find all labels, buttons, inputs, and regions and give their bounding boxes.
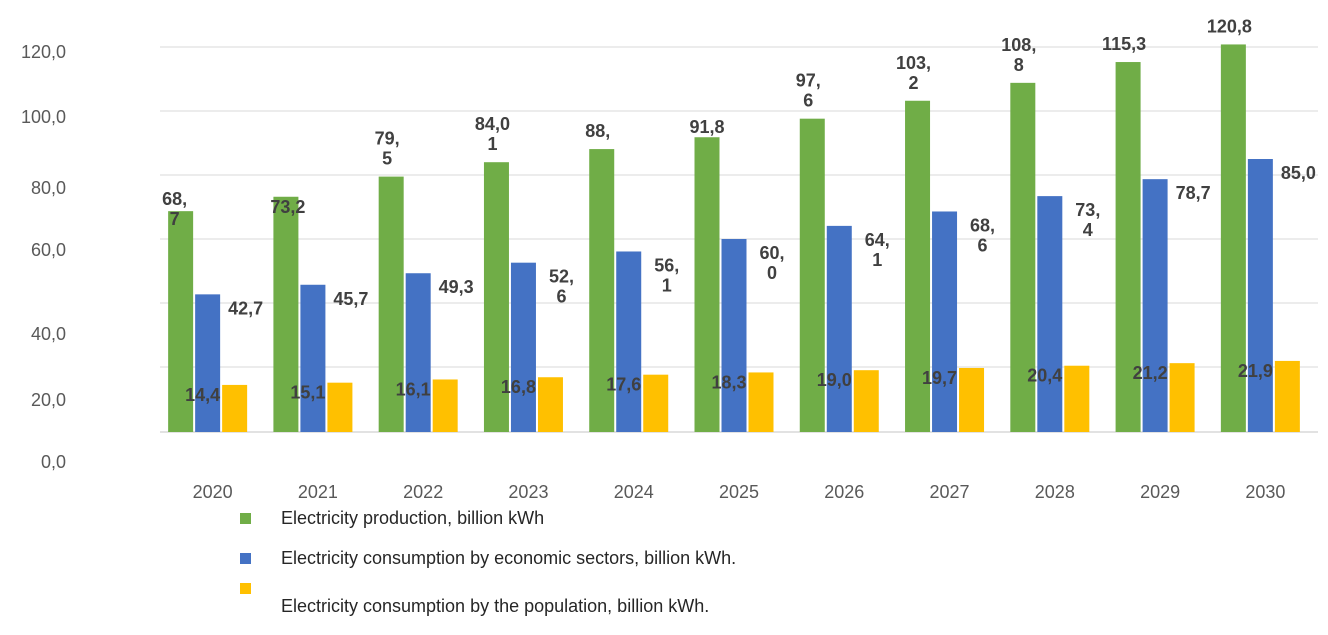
bar-population — [1064, 365, 1090, 432]
legend-label-economic-sectors: Electricity consumption by economic sect… — [281, 548, 737, 568]
x-axis-ticks: 2020 2021 2022 2023 2024 2025 2026 2027 2028 2029… — [193, 482, 1286, 500]
data-label: 73, 4 — [1075, 200, 1100, 240]
bar-economic-sectors — [721, 239, 747, 432]
bar-population — [432, 379, 458, 432]
bars — [168, 44, 1300, 433]
y-tick-label: 20,0 — [31, 390, 66, 410]
bar-economic-sectors — [826, 225, 852, 432]
bar-chart: 0,0 20,0 40,0 60,0 80,0 100,0 120,0 68, 7 42,7 14… — [21, 16, 1318, 500]
data-label: 79, 5 — [375, 129, 400, 169]
data-label: 14,4 — [185, 385, 220, 405]
bar-economic-sectors — [1247, 159, 1273, 432]
y-tick-label: 80,0 — [31, 178, 66, 198]
bar-economic-sectors — [195, 294, 221, 432]
data-label: 18,3 — [711, 372, 746, 392]
x-tick-label: 2026 — [824, 482, 864, 500]
bar-production — [168, 211, 194, 432]
data-label: 88, — [585, 121, 610, 141]
legend-swatch-economic-sectors — [240, 553, 251, 564]
data-label: 60, 0 — [759, 243, 784, 283]
y-tick-label: 100,0 — [21, 107, 66, 127]
x-tick-label: 2027 — [930, 482, 970, 500]
legend-item-population: Electricity consumption by the populatio… — [240, 583, 709, 616]
legend-item-production: Electricity production, billion kWh — [240, 508, 544, 529]
data-label: 15,1 — [290, 383, 325, 403]
bar-production — [1010, 82, 1036, 432]
x-tick-label: 2028 — [1035, 482, 1075, 500]
data-label: 17,6 — [606, 375, 641, 395]
bar-population — [537, 377, 563, 432]
legend: Electricity production, billion kWh Elec… — [240, 500, 1140, 635]
data-label: 16,8 — [501, 377, 536, 397]
legend-swatch-population — [240, 583, 251, 594]
bar-population — [222, 384, 248, 432]
x-tick-label: 2022 — [403, 482, 443, 500]
bar-production — [799, 118, 825, 433]
legend-label-production: Electricity production, billion kWh — [281, 508, 545, 528]
y-axis-ticks: 0,0 20,0 40,0 60,0 80,0 100,0 120,0 — [21, 42, 66, 472]
data-label: 49,3 — [439, 277, 474, 297]
y-tick-label: 60,0 — [31, 240, 66, 260]
y-tick-label: 0,0 — [41, 452, 66, 472]
data-label: 56, 1 — [654, 255, 679, 295]
bar-production — [694, 137, 720, 433]
data-label: 103, 2 — [896, 53, 931, 93]
x-tick-label: 2025 — [719, 482, 759, 500]
bar-population — [327, 382, 353, 432]
data-label: 16,1 — [396, 379, 431, 399]
data-label: 21,2 — [1133, 363, 1168, 383]
data-label: 78,7 — [1176, 183, 1211, 203]
data-label: 68, 7 — [162, 189, 187, 229]
x-tick-label: 2030 — [1245, 482, 1285, 500]
bar-economic-sectors — [300, 284, 326, 432]
x-tick-label: 2021 — [298, 482, 338, 500]
bar-population — [853, 370, 879, 432]
data-label: 20,4 — [1027, 366, 1062, 386]
bar-economic-sectors — [1142, 179, 1168, 432]
data-label: 84,0 1 — [475, 114, 510, 154]
data-label: 68, 6 — [970, 215, 995, 255]
x-tick-label: 2029 — [1140, 482, 1180, 500]
x-tick-label: 2023 — [508, 482, 548, 500]
bar-production — [905, 100, 931, 432]
bar-population — [643, 374, 669, 432]
bar-production — [483, 162, 509, 432]
legend-item-economic-sectors: Electricity consumption by economic sect… — [240, 548, 736, 569]
legend-swatch-production — [240, 513, 251, 524]
data-label: 91,8 — [689, 117, 724, 137]
bar-production — [1220, 44, 1246, 432]
data-label: 120,8 — [1207, 16, 1252, 36]
data-label: 73,2 — [270, 197, 305, 217]
data-label: 21,9 — [1238, 361, 1273, 381]
bar-economic-sectors — [616, 251, 642, 432]
data-label: 45,7 — [333, 289, 368, 309]
data-label: 97, 6 — [796, 71, 821, 111]
x-tick-label: 2024 — [614, 482, 654, 500]
bar-population — [1169, 363, 1195, 432]
bar-population — [959, 367, 985, 432]
bar-economic-sectors — [932, 211, 958, 432]
bar-production — [589, 149, 615, 432]
y-tick-label: 40,0 — [31, 324, 66, 344]
y-tick-label: 120,0 — [21, 42, 66, 62]
data-label: 85,0 — [1281, 163, 1316, 183]
data-label: 52, 6 — [549, 267, 574, 307]
data-labels: 68, 7 42,7 14,4 73,2 45,7 15,1 79, 5 49,3 16,1 84,0… — [162, 16, 1316, 404]
data-label: 19,7 — [922, 368, 957, 388]
bar-production — [1115, 62, 1141, 432]
x-tick-label: 2020 — [193, 482, 233, 500]
bar-economic-sectors — [1037, 196, 1063, 432]
data-label: 115,3 — [1102, 34, 1146, 54]
legend-label-population: Electricity consumption by the populatio… — [281, 596, 710, 616]
data-label: 64, 1 — [865, 230, 890, 270]
bar-production — [273, 196, 299, 432]
data-label: 19,0 — [817, 370, 852, 390]
bar-economic-sectors — [510, 262, 536, 432]
data-label: 108, 8 — [1001, 35, 1036, 75]
data-label: 42,7 — [228, 298, 263, 318]
bar-economic-sectors — [405, 273, 431, 432]
bar-population — [748, 372, 774, 432]
bar-production — [378, 176, 404, 432]
bar-population — [1274, 360, 1300, 432]
